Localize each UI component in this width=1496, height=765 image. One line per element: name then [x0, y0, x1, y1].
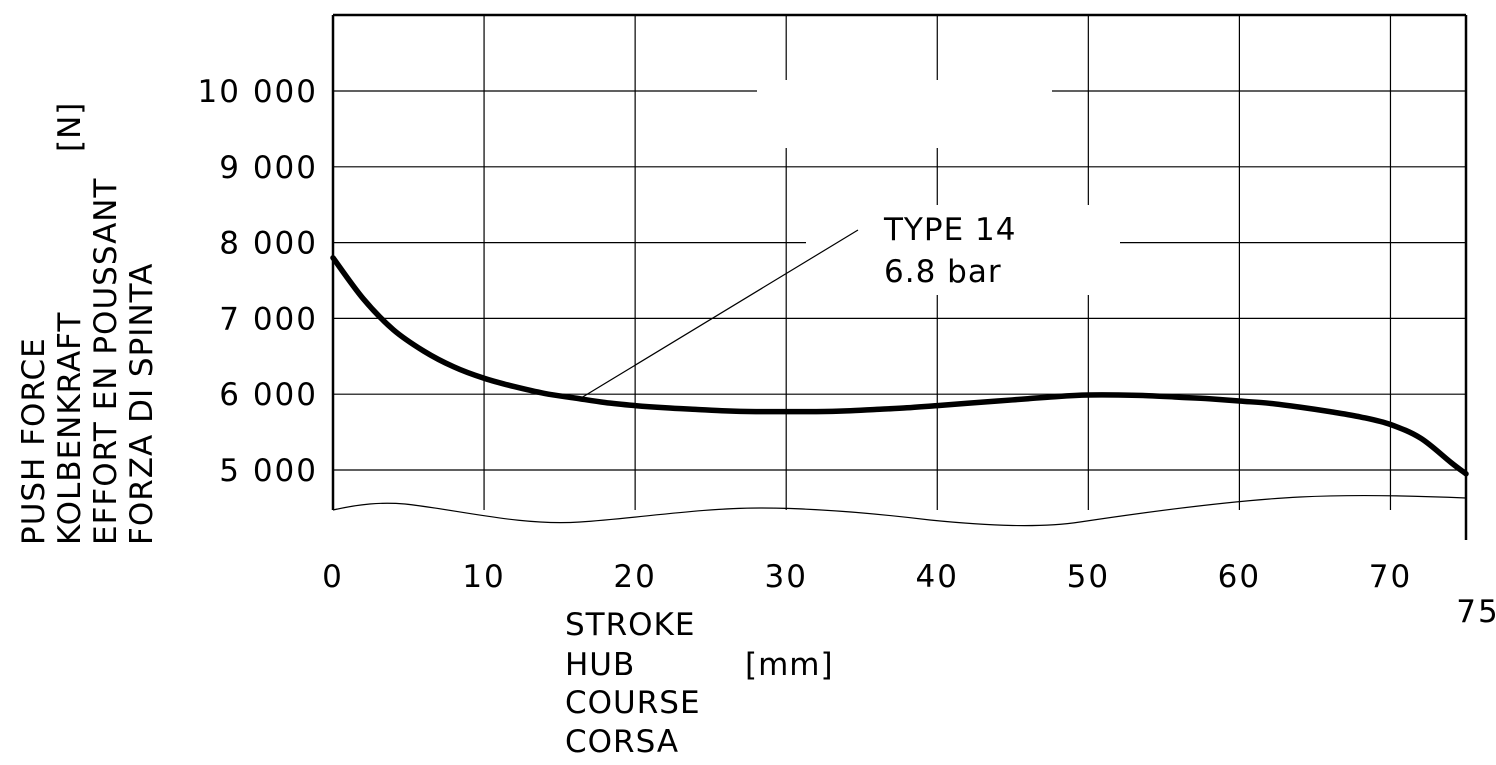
x-tick-label: 30: [764, 559, 807, 595]
y-tick-label: 7 000: [219, 301, 318, 337]
x-tick-label: 0: [322, 559, 344, 595]
x-axis-label-line-4: CORSA: [565, 724, 679, 760]
x-axis-unit: [mm]: [745, 647, 834, 683]
x-axis-label-line-3: COURSE: [565, 685, 701, 721]
y-axis-label-line-3: EFFORT EN POUSSANT: [88, 178, 124, 545]
label-background: [757, 80, 1052, 148]
x-tick-labels: 0 10 20 30 40 50 60 70: [322, 559, 1412, 595]
x-tick-label: 50: [1067, 559, 1110, 595]
x-tick-label: 70: [1369, 559, 1412, 595]
y-tick-label: 8 000: [219, 226, 318, 262]
y-tick-label: 10 000: [198, 74, 318, 110]
series-name-label: TYPE 14: [883, 212, 1016, 248]
y-axis-label-line-2: KOLBENKRAFT: [52, 312, 88, 545]
x-axis-label-line-2: HUB: [565, 647, 635, 683]
x-tick-label: 60: [1218, 559, 1261, 595]
y-tick-label: 5 000: [219, 453, 318, 489]
callout-leader: [580, 229, 859, 399]
series-pressure-label: 6.8 bar: [884, 254, 1002, 290]
series-line-type-14: [330, 255, 1469, 477]
y-axis-label-line-1: PUSH FORCE: [16, 337, 52, 545]
x-tick-label: 20: [613, 559, 656, 595]
axis-break-wave: [332, 494, 1467, 527]
y-tick-label: 9 000: [219, 150, 318, 186]
x-tick-label: 40: [916, 559, 959, 595]
y-tick-label: 6 000: [219, 377, 318, 413]
label-background: [806, 205, 1120, 295]
series-group: [330, 255, 1469, 477]
y-axis-unit: [N]: [52, 102, 88, 152]
x-end-tick-label: 75: [1456, 594, 1496, 630]
x-tick-label: 10: [462, 559, 505, 595]
y-tick-labels: 5 000 6 000 7 000 8 000 9 000 10 000: [198, 74, 318, 489]
x-axis-label-line-1: STROKE: [565, 607, 695, 643]
y-axis-label-line-4: FORZA DI SPINTA: [124, 263, 160, 545]
